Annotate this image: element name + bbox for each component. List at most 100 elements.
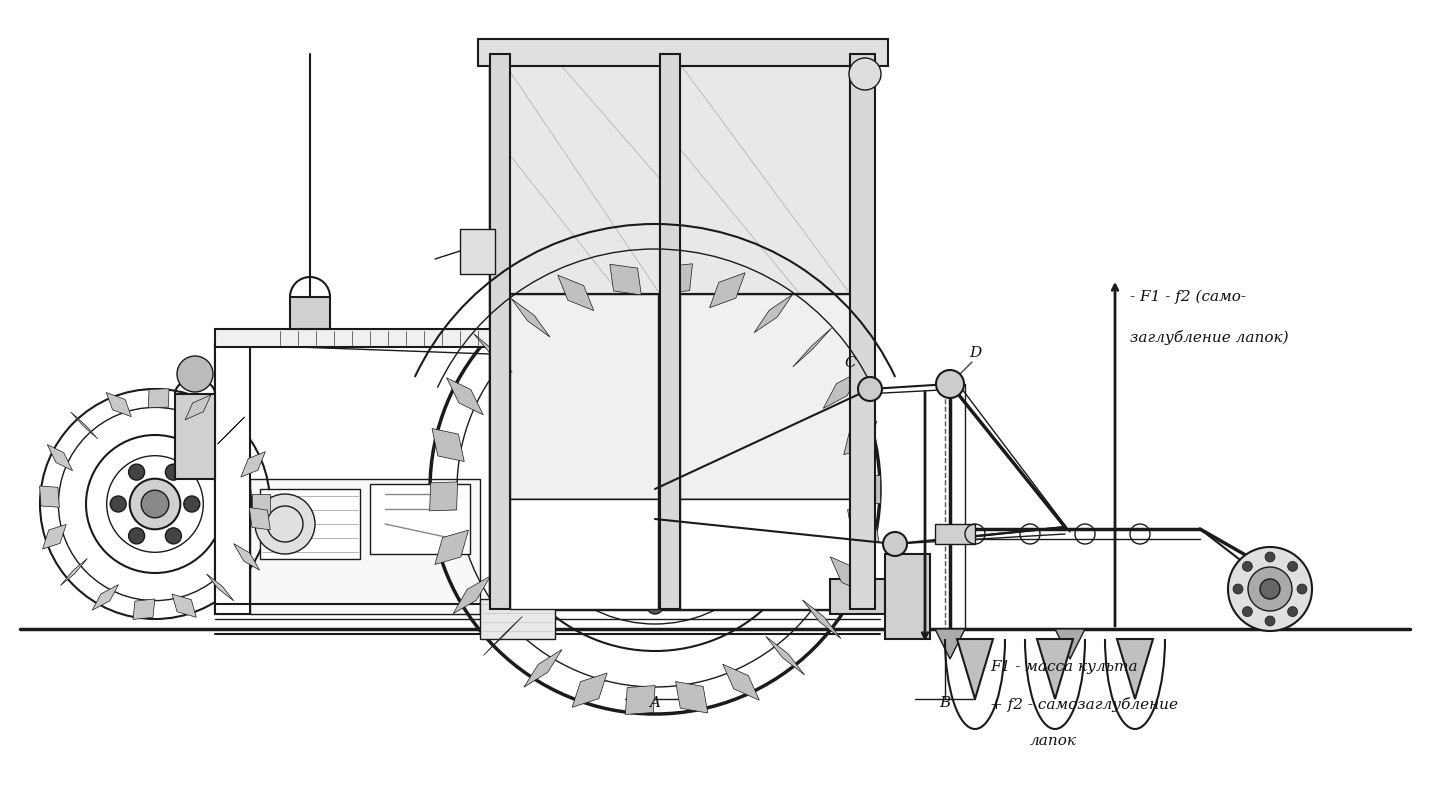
Circle shape (748, 540, 764, 556)
Circle shape (936, 370, 964, 398)
Polygon shape (249, 479, 480, 614)
Polygon shape (490, 45, 870, 609)
Polygon shape (206, 574, 234, 601)
Circle shape (615, 449, 695, 530)
Polygon shape (172, 594, 196, 618)
Polygon shape (722, 664, 759, 700)
Polygon shape (661, 55, 681, 609)
Circle shape (648, 365, 663, 381)
Polygon shape (215, 344, 249, 614)
Polygon shape (512, 300, 550, 337)
Circle shape (183, 496, 199, 512)
Circle shape (686, 552, 709, 574)
Circle shape (559, 479, 580, 500)
Text: F1 - масса культа: F1 - масса культа (990, 659, 1138, 673)
Circle shape (1242, 607, 1252, 617)
Polygon shape (510, 295, 658, 499)
Polygon shape (460, 230, 494, 275)
Circle shape (686, 405, 709, 426)
Circle shape (142, 491, 169, 518)
Polygon shape (185, 395, 211, 420)
Polygon shape (447, 378, 483, 415)
Polygon shape (934, 524, 974, 544)
Polygon shape (524, 650, 562, 687)
Polygon shape (234, 544, 259, 570)
Polygon shape (572, 673, 608, 707)
Polygon shape (289, 298, 330, 329)
Polygon shape (765, 637, 804, 675)
Circle shape (130, 479, 181, 530)
Polygon shape (249, 508, 271, 530)
Polygon shape (431, 429, 464, 462)
Circle shape (255, 495, 315, 554)
Polygon shape (241, 452, 265, 478)
Circle shape (1260, 579, 1280, 599)
Polygon shape (853, 475, 880, 503)
Polygon shape (625, 686, 655, 715)
Circle shape (165, 465, 182, 480)
Circle shape (165, 528, 182, 544)
Circle shape (602, 552, 623, 574)
Polygon shape (479, 40, 888, 67)
Circle shape (546, 540, 562, 556)
Polygon shape (504, 65, 661, 295)
Text: C: C (844, 356, 856, 369)
Circle shape (729, 479, 751, 500)
Polygon shape (709, 274, 745, 308)
Polygon shape (149, 389, 169, 408)
Polygon shape (215, 329, 490, 348)
Polygon shape (259, 489, 360, 560)
Polygon shape (47, 445, 73, 471)
Text: B: B (940, 695, 950, 709)
Circle shape (1288, 561, 1298, 572)
Polygon shape (886, 554, 930, 639)
Polygon shape (675, 682, 708, 713)
Polygon shape (557, 275, 593, 312)
Circle shape (883, 532, 907, 556)
Circle shape (178, 357, 214, 393)
Circle shape (848, 59, 881, 91)
Polygon shape (70, 412, 97, 439)
Polygon shape (792, 328, 831, 368)
Polygon shape (370, 484, 470, 554)
Polygon shape (40, 487, 59, 507)
Text: - F1 - f2 (само-: - F1 - f2 (само- (1131, 290, 1247, 304)
Circle shape (632, 467, 678, 512)
Polygon shape (1116, 639, 1154, 699)
Circle shape (546, 423, 562, 439)
Circle shape (110, 496, 126, 512)
Polygon shape (490, 55, 510, 609)
Polygon shape (510, 499, 658, 609)
Circle shape (1232, 585, 1242, 594)
Polygon shape (175, 394, 215, 479)
Circle shape (1265, 616, 1275, 626)
Polygon shape (43, 524, 66, 549)
Polygon shape (483, 617, 522, 655)
Polygon shape (844, 422, 877, 455)
Polygon shape (474, 334, 513, 373)
Polygon shape (60, 559, 87, 586)
Polygon shape (1055, 630, 1085, 659)
Text: лапок: лапок (1030, 733, 1078, 747)
Circle shape (1242, 561, 1252, 572)
Circle shape (858, 377, 881, 402)
Polygon shape (681, 65, 850, 295)
Polygon shape (830, 579, 886, 614)
Circle shape (1248, 567, 1293, 611)
Text: A: A (649, 695, 661, 709)
Polygon shape (681, 295, 850, 499)
Circle shape (129, 465, 145, 480)
Polygon shape (1037, 639, 1073, 699)
Polygon shape (453, 577, 490, 613)
Circle shape (748, 423, 764, 439)
Polygon shape (133, 599, 155, 620)
Polygon shape (610, 265, 642, 296)
Polygon shape (480, 599, 555, 639)
Circle shape (1288, 607, 1298, 617)
Polygon shape (106, 393, 132, 417)
Circle shape (648, 598, 663, 614)
Circle shape (1297, 585, 1307, 594)
Polygon shape (215, 344, 490, 614)
Text: заглубление лапок): заглубление лапок) (1131, 329, 1288, 344)
Circle shape (602, 405, 623, 426)
